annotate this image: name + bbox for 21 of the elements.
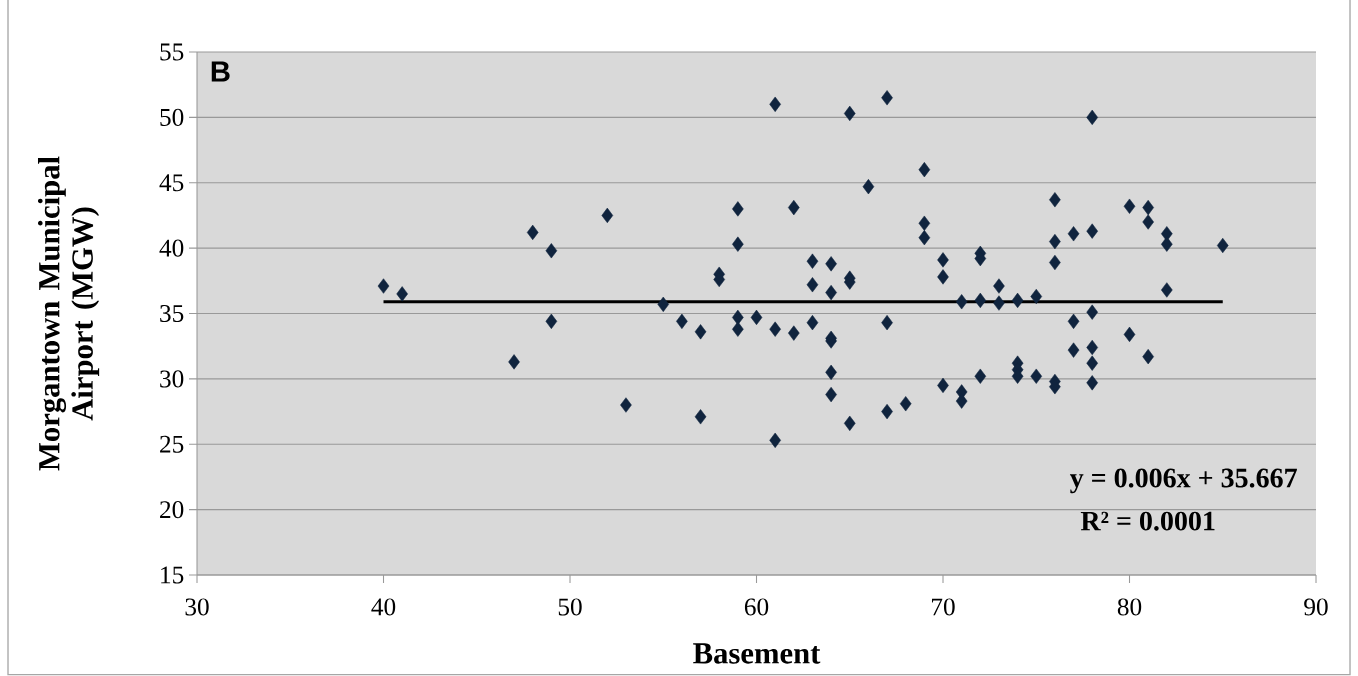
y-tick-label: 35 bbox=[160, 304, 184, 323]
y-axis-title: Morgantown Municipal Airport (MGW) bbox=[37, 156, 100, 471]
annotation: B bbox=[211, 61, 230, 82]
x-tick-label: 40 bbox=[371, 598, 396, 616]
annotation: R² = 0.0001 bbox=[1080, 511, 1215, 531]
y-tick-label: 55 bbox=[160, 43, 184, 61]
annotation: y = 0.006x + 35.667 bbox=[1069, 468, 1297, 494]
x-tick-label: 70 bbox=[932, 598, 955, 616]
y-tick-label: 15 bbox=[161, 566, 184, 584]
y-tick-label: 25 bbox=[160, 435, 184, 453]
x-tick-label: 50 bbox=[558, 598, 582, 616]
y-tick-label: 50 bbox=[160, 108, 184, 126]
y-tick-label: 40 bbox=[159, 239, 184, 257]
x-axis-title: Basement bbox=[693, 643, 821, 664]
y-tick-label: 20 bbox=[160, 501, 184, 519]
x-tick-label: 30 bbox=[185, 598, 209, 616]
y-tick-label: 45 bbox=[159, 174, 184, 192]
x-tick-label: 60 bbox=[744, 598, 769, 616]
x-tick-label: 90 bbox=[1304, 598, 1328, 616]
y-tick-label: 30 bbox=[160, 370, 184, 388]
x-tick-label: 80 bbox=[1117, 598, 1142, 616]
